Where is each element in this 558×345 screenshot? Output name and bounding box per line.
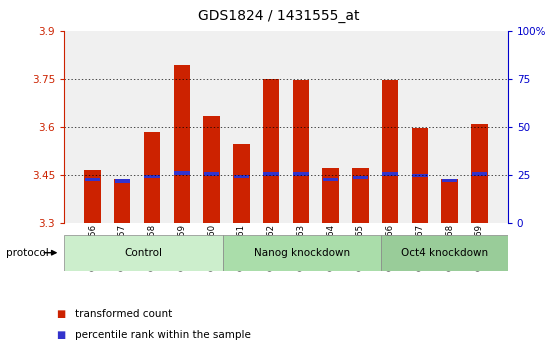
Bar: [323, 178, 338, 181]
Bar: [223, 235, 381, 271]
Text: GDS1824 / 1431555_at: GDS1824 / 1431555_at: [198, 9, 360, 23]
Bar: [293, 80, 309, 223]
Bar: [114, 179, 130, 183]
Bar: [412, 128, 428, 223]
Bar: [263, 172, 279, 176]
Bar: [381, 235, 508, 271]
Bar: [353, 176, 368, 179]
Bar: [323, 168, 339, 223]
Bar: [263, 79, 279, 223]
Bar: [64, 235, 223, 271]
Bar: [85, 178, 100, 181]
Text: Nanog knockdown: Nanog knockdown: [254, 248, 350, 258]
Bar: [382, 80, 398, 223]
Bar: [352, 168, 369, 223]
Bar: [114, 179, 131, 223]
Bar: [472, 124, 488, 223]
Text: transformed count: transformed count: [75, 309, 172, 319]
Bar: [204, 172, 219, 176]
Text: ■: ■: [56, 309, 65, 319]
Text: percentile rank within the sample: percentile rank within the sample: [75, 330, 251, 339]
Bar: [203, 116, 220, 223]
Bar: [382, 172, 398, 176]
Bar: [234, 175, 249, 178]
Text: Control: Control: [124, 248, 162, 258]
Bar: [441, 179, 458, 223]
Text: Oct4 knockdown: Oct4 knockdown: [401, 248, 488, 258]
Bar: [174, 65, 190, 223]
Text: protocol: protocol: [6, 248, 49, 258]
Bar: [293, 172, 309, 176]
Text: ■: ■: [56, 330, 65, 339]
Bar: [144, 131, 160, 223]
Bar: [233, 144, 249, 223]
Bar: [145, 175, 160, 178]
Bar: [412, 174, 427, 177]
Bar: [174, 171, 190, 175]
Bar: [84, 170, 100, 223]
Bar: [442, 179, 458, 182]
Bar: [472, 172, 487, 176]
